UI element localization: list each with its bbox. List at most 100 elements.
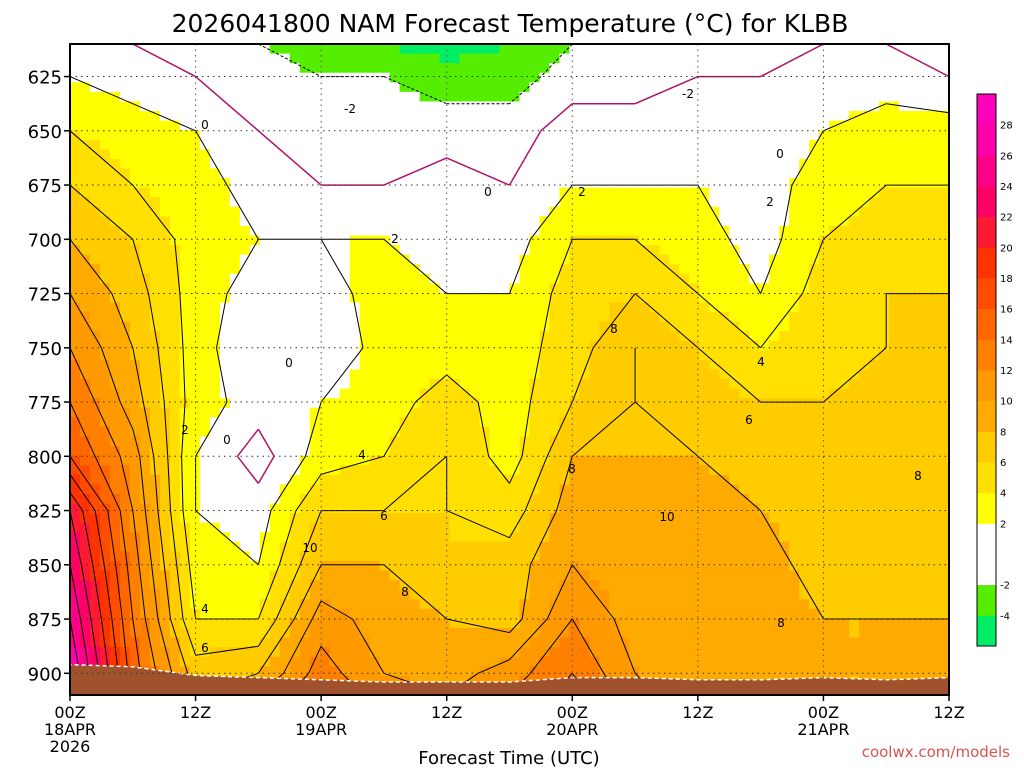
field-cell [899,158,910,170]
field-cell [839,168,850,179]
field-cell [289,417,301,428]
field-cell [769,503,780,514]
field-cell [449,72,461,83]
field-cell [939,532,949,543]
field-cell [119,120,131,131]
field-cell [439,53,451,64]
field-cell [289,446,301,457]
field-cell [759,72,770,83]
field-cell [289,178,301,189]
field-cell [259,168,271,179]
field-cell [479,264,491,275]
field-cell [379,139,391,150]
field-cell [559,197,571,208]
field-cell [889,130,900,141]
field-cell [469,312,481,323]
field-cell [319,120,331,131]
field-cell [879,331,890,342]
field-cell [139,82,151,93]
field-cell [379,455,391,466]
field-cell [639,225,650,237]
field-cell [909,446,920,457]
field-cell [129,580,141,591]
field-cell [599,206,610,217]
field-cell [309,369,321,380]
field-cell [859,446,870,457]
field-cell [449,513,461,524]
field-cell [779,359,790,371]
field-cell [759,216,770,227]
field-cell [889,72,900,83]
field-cell [879,130,890,141]
field-cell [629,235,640,246]
field-cell [409,359,421,371]
field-cell [929,264,940,275]
field-cell [499,398,511,409]
field-cell [929,178,940,189]
field-cell [709,139,720,150]
field-cell [789,168,800,179]
field-cell [449,560,461,572]
field-cell [389,91,401,103]
field-cell [409,465,421,476]
field-cell [269,168,281,179]
field-cell [379,446,391,457]
field-cell [249,139,261,150]
field-cell [879,91,890,103]
field-cell [509,331,521,342]
field-cell [379,580,391,591]
field-cell [339,187,351,198]
field-cell [589,359,600,371]
field-cell [419,158,431,170]
field-cell [599,120,610,131]
field-cell [209,551,221,562]
field-cell [499,580,511,591]
field-cell [709,158,720,170]
field-cell [499,187,511,198]
field-cell [819,436,830,447]
field-cell [79,139,91,150]
field-cell [529,580,541,591]
field-cell [409,120,421,131]
field-cell [459,503,471,514]
field-cell [629,321,640,332]
field-cell [459,340,471,351]
field-cell [929,551,940,562]
field-cell [169,149,181,160]
field-cell [669,321,680,332]
field-cell [439,312,451,323]
field-cell [409,484,421,495]
field-cell [419,72,431,83]
field-cell [269,149,281,160]
field-cell [199,44,211,55]
field-cell [779,340,790,351]
field-cell [79,331,91,342]
field-cell [269,369,281,380]
field-cell [379,254,391,265]
field-cell [279,178,291,189]
field-cell [109,522,121,533]
field-cell [929,292,940,304]
field-cell [769,570,780,581]
field-cell [919,111,930,122]
field-cell [179,72,191,83]
field-cell [429,359,441,371]
field-cell [299,44,311,55]
field-cell [829,446,840,457]
field-cell [929,570,940,581]
field-cell [279,417,291,428]
field-cell [599,245,610,256]
field-cell [239,197,251,208]
field-cell [719,359,730,371]
field-cell [299,187,311,198]
field-cell [549,292,561,304]
field-cell [599,331,610,342]
field-cell [829,197,840,208]
field-cell [349,187,361,198]
field-cell [199,111,211,122]
field-cell [339,417,351,428]
field-cell [869,168,880,179]
field-cell [489,350,501,361]
field-cell [439,158,451,170]
field-cell [269,254,281,265]
